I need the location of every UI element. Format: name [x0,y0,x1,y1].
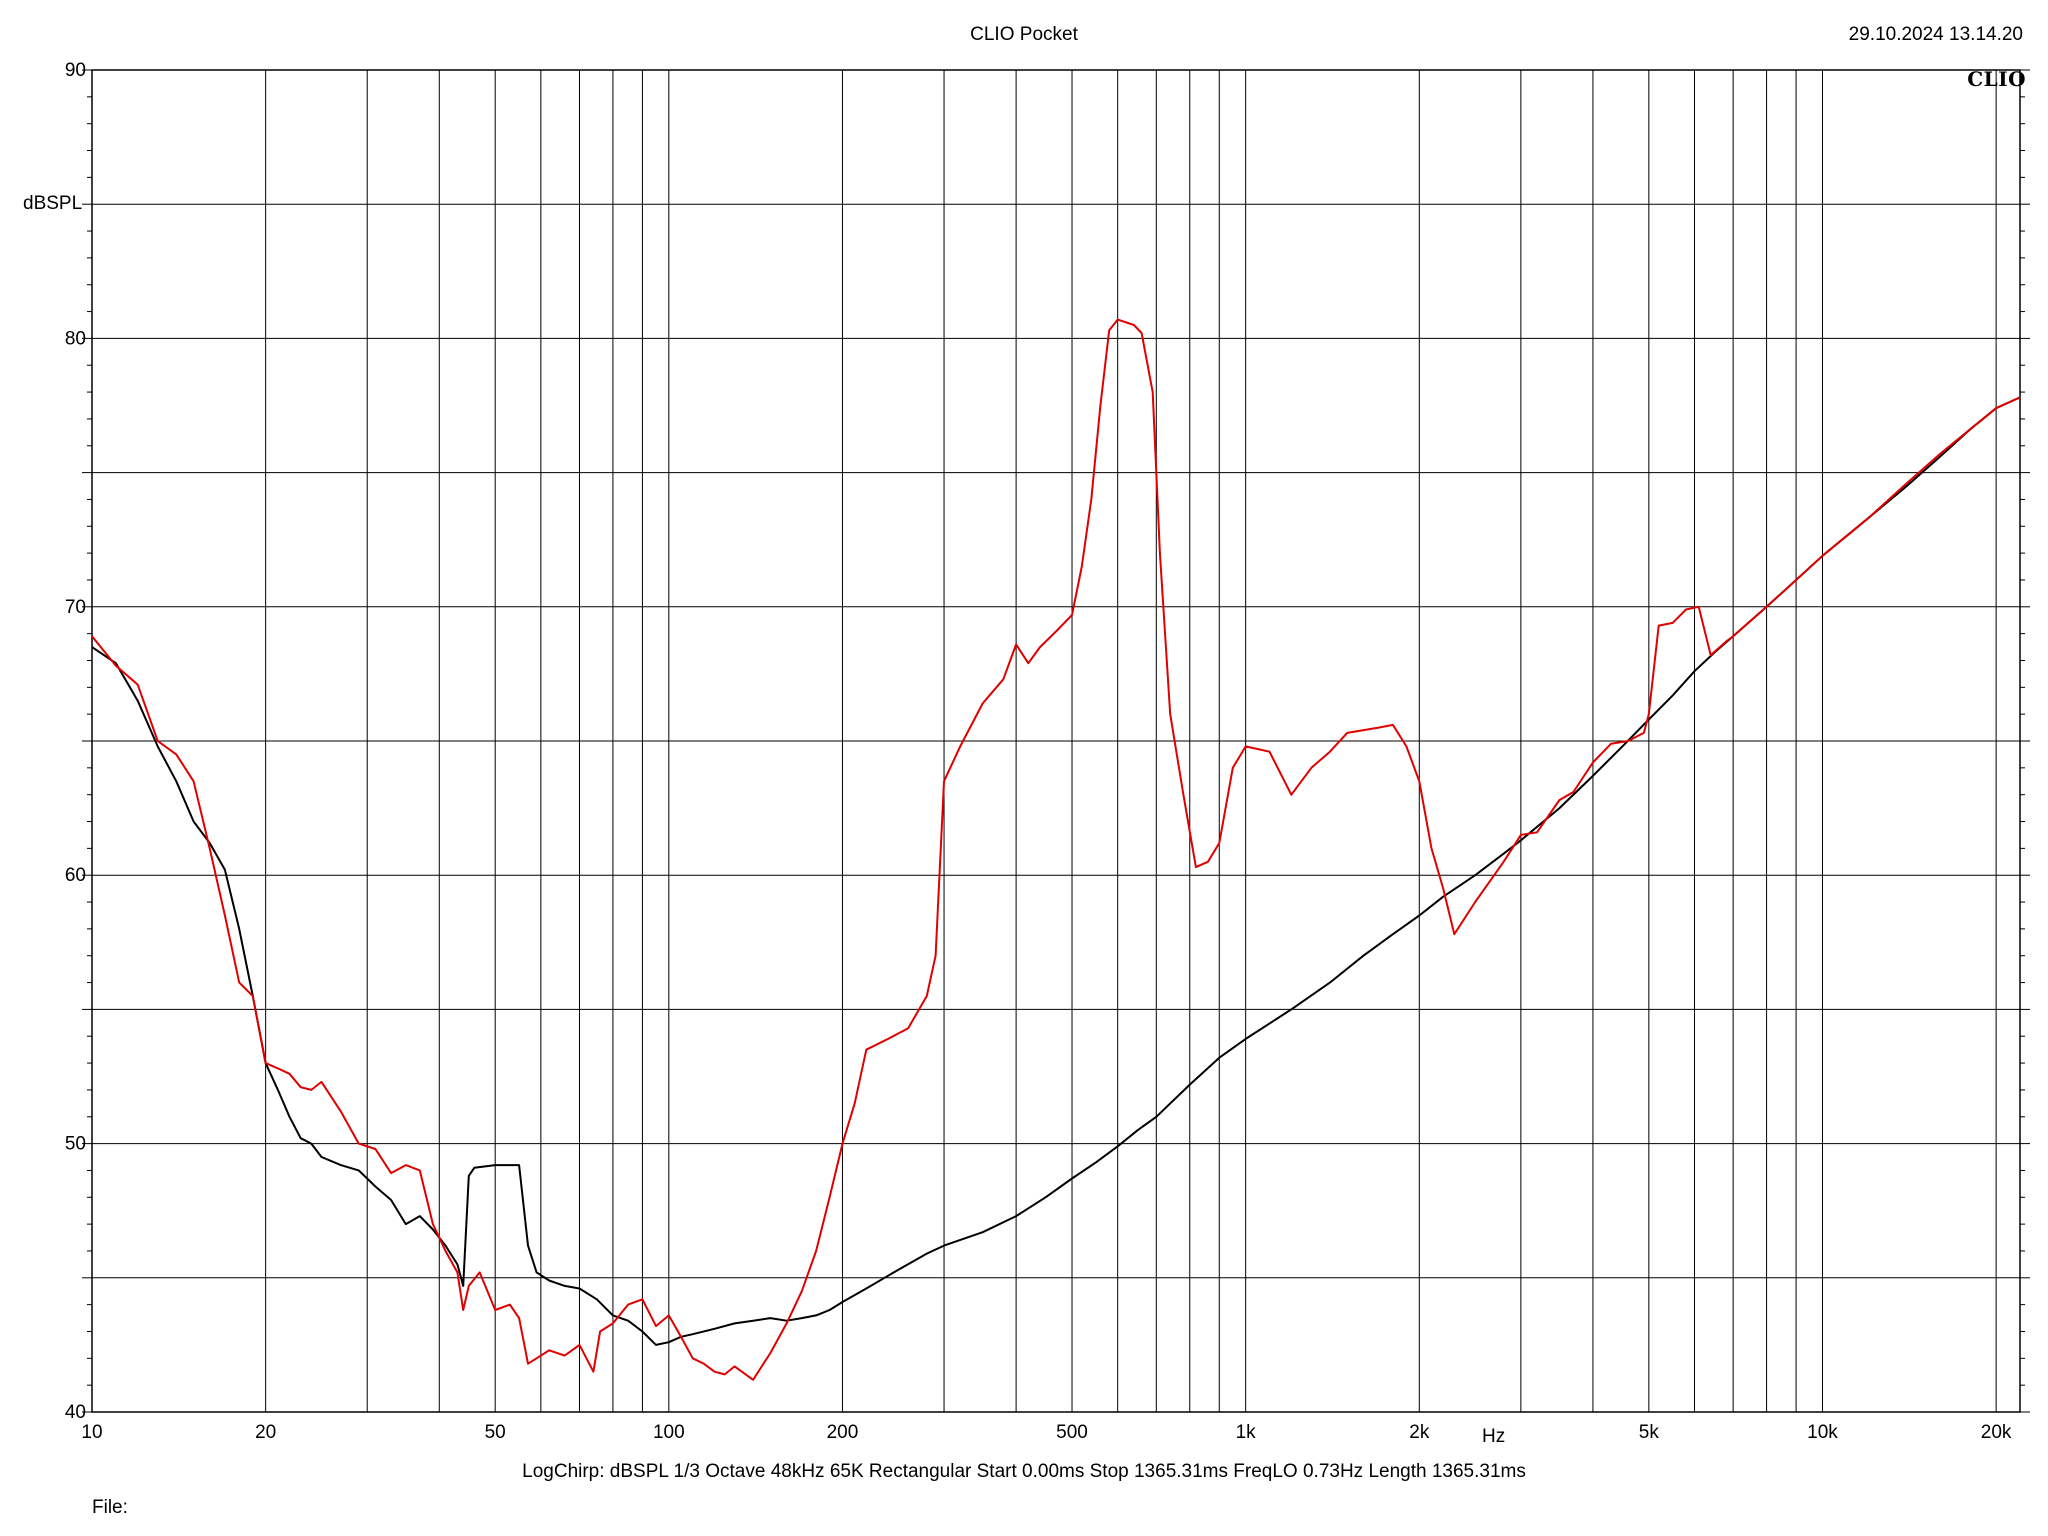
y-tick-label: 90 [65,60,86,81]
x-tick-label: 2k [1409,1422,1430,1443]
x-axis-label: Hz [1482,1426,1506,1447]
y-tick-label: 50 [65,1134,86,1155]
x-tick-label: 20k [1981,1422,2012,1443]
y-axis-label: dBSPL [23,193,83,214]
grid-lines [91,69,2020,1413]
series-line-red [91,318,2021,1381]
measurement-settings: LogChirp: dBSPL 1/3 Octave 48kHz 65K Rec… [522,1461,1526,1482]
x-tick-label: 100 [653,1422,685,1443]
x-tick-label: 5k [1639,1422,1660,1443]
x-tick-label: 50 [485,1422,506,1443]
y-tick-label: 40 [65,1402,86,1423]
x-tick-label: 20 [255,1422,276,1443]
y-tick-label: 80 [65,328,86,349]
y-tick-label: 60 [65,865,86,886]
series-lines [91,318,2021,1381]
axis-ticks: 40 50 60 70 80 90 10 20 50 100 200 500 1k 2k 5k 10k 20k [65,60,2030,1443]
x-tick-label: 10 [81,1422,102,1443]
y-tick-label: 70 [65,597,86,618]
x-tick-label: 200 [827,1422,859,1443]
x-tick-label: 500 [1056,1422,1088,1443]
x-tick-label: 1k [1236,1422,1257,1443]
series-line-black [91,396,2021,1346]
measurement-datetime: 29.10.2024 13.14.20 [1848,24,2023,45]
x-tick-label: 10k [1807,1422,1838,1443]
file-label: File: [92,1497,128,1518]
chart-title: CLIO Pocket [970,24,1078,45]
